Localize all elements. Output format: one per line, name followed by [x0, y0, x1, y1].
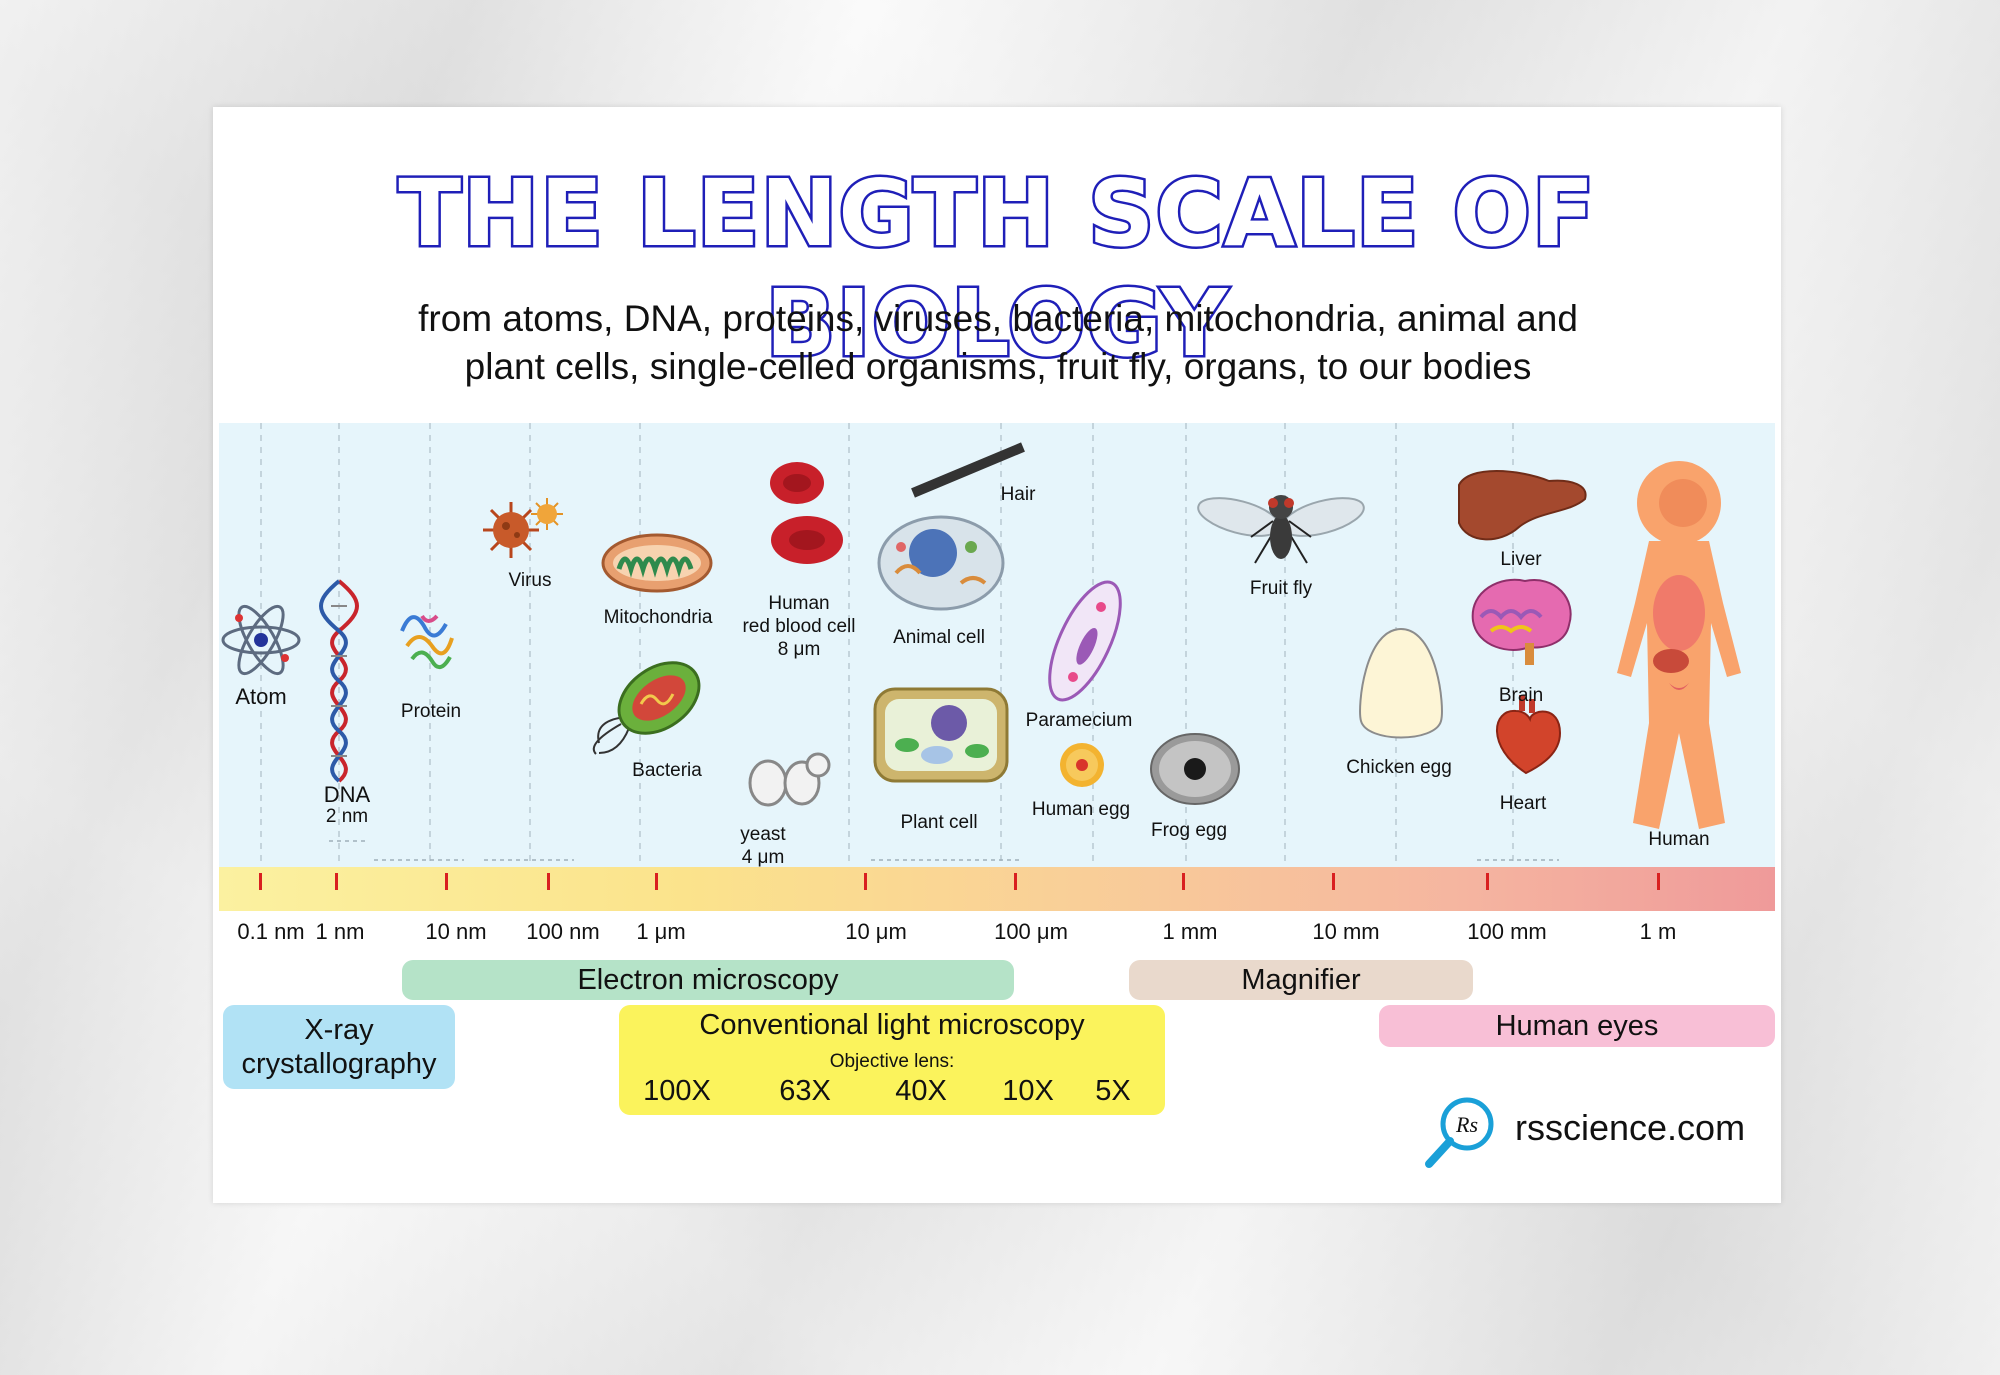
lens-40x: 40X [895, 1075, 947, 1107]
dna-size-label: 2 nm [325, 806, 369, 827]
organism-panel: Atom DNA 2 nm Protein Virus Mitochondria… [219, 423, 1775, 873]
electron-microscopy-band: Electron microscopy [402, 960, 1014, 1000]
protein-icon [400, 614, 454, 669]
infographic-card: THE LENGTH SCALE OF BIOLOGY from atoms, … [213, 107, 1781, 1203]
xray-label-2: crystallography [241, 1048, 437, 1080]
tick-1m [1657, 873, 1660, 890]
atom-label: Atom [235, 684, 287, 709]
rbc-label-2: red blood cell [742, 616, 856, 637]
liver-icon [1458, 470, 1587, 541]
yeast-size-label: 4 μm [741, 847, 785, 868]
paramecium-icon [1048, 580, 1122, 702]
chicken-egg-label: Chicken egg [1346, 757, 1452, 778]
brain-icon [1471, 578, 1572, 665]
human-egg-icon [1060, 743, 1104, 787]
tick-1mm [1182, 873, 1185, 890]
subtitle: from atoms, DNA, proteins, viruses, bact… [293, 295, 1703, 391]
mitochondria-icon [601, 533, 713, 593]
tick-100um [1014, 873, 1017, 890]
brand-link[interactable]: rsscience.com [1515, 1107, 1746, 1148]
fruit-fly-label: Fruit fly [1249, 578, 1313, 599]
animal-cell-icon [877, 515, 1005, 611]
rbc-size-label: 8 μm [777, 639, 821, 660]
tick-100nm [547, 873, 550, 890]
organism-illustrations [221, 423, 1741, 873]
tick-label: 10 nm [425, 919, 487, 944]
tick-10um [864, 873, 867, 890]
yeast-icon [748, 752, 831, 807]
tick-label: 1 mm [1162, 919, 1218, 944]
magnifier-logo-icon: Rs [1425, 1097, 1494, 1168]
red-blood-cell-icon [770, 462, 843, 564]
subtitle-line-1: from atoms, DNA, proteins, viruses, bact… [418, 298, 1578, 339]
lens-10x: 10X [1002, 1075, 1054, 1107]
yeast-label: yeast [740, 824, 786, 845]
objective-lens-label: Objective lens: [829, 1051, 955, 1072]
tick-label: 100 nm [526, 919, 600, 944]
tick-10nm [445, 873, 448, 890]
animal-cell-label: Animal cell [893, 627, 985, 648]
tick-label: 100 μm [994, 919, 1068, 944]
page-title: THE LENGTH SCALE OF BIOLOGY [396, 158, 1597, 380]
heart-label: Heart [1499, 793, 1547, 814]
atom-icon [221, 604, 301, 676]
dna-icon [319, 579, 359, 783]
human-eyes-band: Human eyes [1379, 1005, 1775, 1047]
tick-1um [655, 873, 658, 890]
tick-1nm [335, 873, 338, 890]
human-label: Human [1648, 829, 1710, 850]
light-microscopy-title: Conventional light microscopy [699, 1009, 1085, 1041]
subtitle-line-2: plant cells, single-celled organisms, fr… [464, 346, 1532, 387]
virus-icon [483, 498, 563, 558]
tick-label: 100 mm [1467, 919, 1547, 944]
mitochondria-label: Mitochondria [603, 607, 713, 628]
tick-0.1nm [259, 873, 262, 890]
human-egg-label: Human egg [1031, 799, 1131, 820]
tick-label: 10 μm [845, 919, 907, 944]
tick-label: 1 nm [315, 919, 365, 944]
objective-lens-list: 100X 63X 40X 10X 5X [619, 1075, 1165, 1109]
liver-label: Liver [1500, 549, 1542, 570]
tick-100mm [1486, 873, 1489, 890]
lens-5x: 5X [1095, 1075, 1131, 1107]
tick-label: 1 μm [636, 919, 686, 944]
fruit-fly-icon [1197, 495, 1365, 564]
lens-100x: 100X [643, 1075, 711, 1107]
paramecium-label: Paramecium [1025, 710, 1133, 731]
logo-text: Rs [1455, 1112, 1478, 1137]
frog-egg-label: Frog egg [1150, 820, 1228, 841]
magnifier-band: Magnifier [1129, 960, 1473, 1000]
plant-cell-label: Plant cell [900, 812, 978, 833]
virus-label: Virus [508, 570, 552, 591]
heart-icon [1496, 695, 1562, 775]
chicken-egg-icon [1359, 627, 1443, 739]
lens-63x: 63X [779, 1075, 831, 1107]
tick-label: 1 m [1639, 919, 1677, 944]
tick-10mm [1332, 873, 1335, 890]
human-icon [1617, 461, 1741, 829]
dna-label: DNA [323, 782, 371, 807]
tick-label: 0.1 nm [237, 919, 305, 944]
hair-icon [911, 442, 1025, 498]
frog-egg-icon [1150, 733, 1240, 805]
hair-label: Hair [1000, 484, 1036, 505]
size-brackets [329, 840, 1559, 861]
light-microscopy-band: Conventional light microscopy Objective … [619, 1005, 1165, 1115]
brain-label: Brain [1498, 685, 1544, 706]
length-scale-bar [219, 867, 1775, 911]
bacteria-label: Bacteria [632, 760, 702, 781]
xray-label-1: X-ray [304, 1014, 374, 1046]
tick-label: 10 mm [1312, 919, 1380, 944]
plant-cell-icon [873, 687, 1009, 783]
xray-crystallography-band: X-ray crystallography [223, 1005, 455, 1089]
rbc-label-1: Human [768, 593, 830, 614]
protein-label: Protein [400, 701, 462, 722]
bacteria-icon [592, 661, 701, 755]
